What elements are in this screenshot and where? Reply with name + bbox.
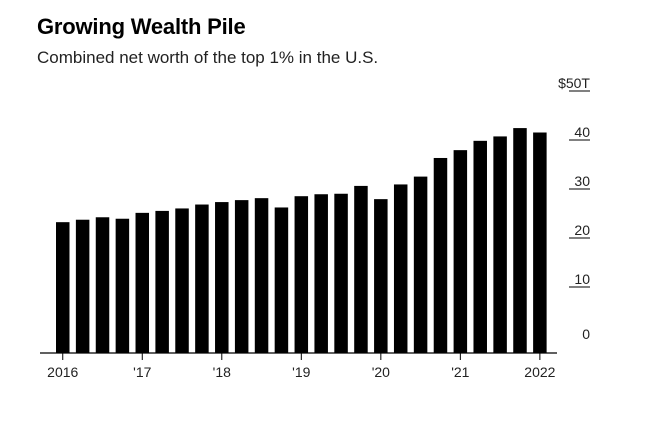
bar-2021-q3: [493, 136, 507, 353]
chart-subtitle: Combined net worth of the top 1% in the …: [37, 48, 379, 67]
x-tick-label: '21: [451, 364, 469, 380]
x-tick-label: 2022: [524, 364, 555, 380]
bar-2017-q3: [175, 208, 189, 353]
bar-2016-q4: [115, 218, 130, 353]
y-tick-label: 10: [574, 271, 590, 287]
bar-2019-q3: [334, 193, 348, 353]
x-tick-label: '18: [213, 364, 231, 380]
y-tick-label: 30: [574, 173, 590, 189]
bar-2021-q2: [473, 140, 487, 353]
bar-2020-q1: [374, 199, 388, 353]
bar-2020-q2: [393, 184, 408, 353]
bar-2018-q4: [274, 207, 289, 353]
x-tick-label: 2016: [47, 364, 78, 380]
bar-2017-q1: [135, 212, 150, 353]
y-tick-label: $50T: [558, 75, 590, 91]
bar-2017-q4: [195, 204, 209, 353]
bar-2020-q3: [413, 176, 428, 353]
x-tick-label: '20: [372, 364, 390, 380]
bar-2019-q4: [354, 185, 368, 353]
bar-2018-q2: [234, 200, 249, 353]
x-tick-label: '17: [133, 364, 151, 380]
bar-2018-q1: [215, 202, 229, 353]
chart-title: Growing Wealth Pile: [37, 14, 246, 39]
y-tick-label: 0: [582, 326, 590, 342]
bar-2016-q3: [95, 217, 110, 353]
bar-2017-q2: [155, 210, 169, 353]
bar-2019-q1: [294, 196, 309, 353]
bar-2016-q2: [75, 219, 90, 353]
y-tick-label: 20: [574, 222, 590, 238]
x-tick-label: '19: [292, 364, 310, 380]
bar-2020-q4: [433, 157, 448, 353]
bar-2018-q3: [254, 198, 269, 353]
bar-2021-q4: [513, 128, 527, 353]
bar-2016-q1: [56, 222, 70, 353]
bar-2022-q1: [533, 132, 547, 353]
bar-2019-q2: [314, 194, 328, 353]
y-tick-label: 40: [574, 124, 590, 140]
bar-2021-q1: [453, 150, 468, 353]
